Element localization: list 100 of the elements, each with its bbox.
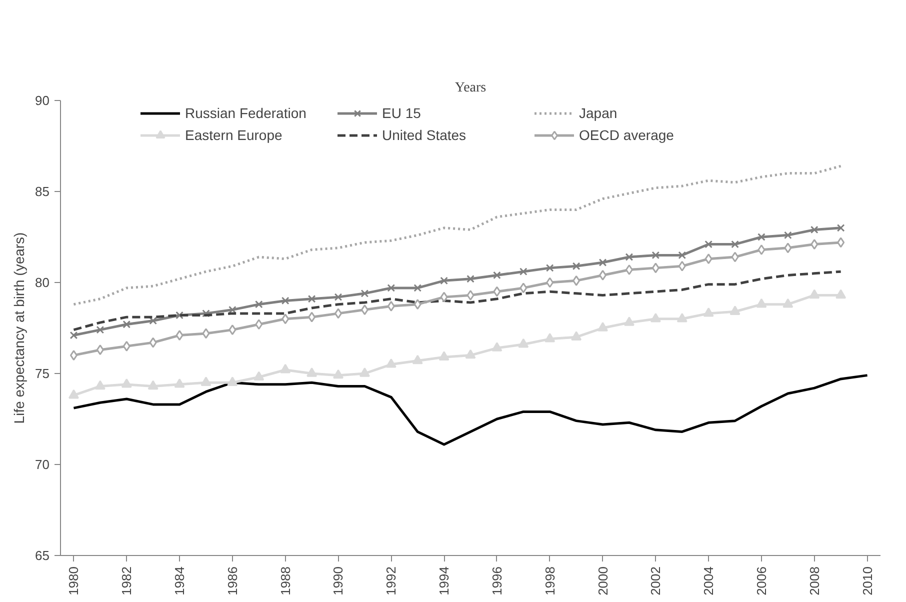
point <box>227 376 238 386</box>
point <box>96 326 104 334</box>
point <box>202 328 210 339</box>
point <box>518 338 529 348</box>
point <box>121 378 132 388</box>
legend-label: OECD average <box>579 127 675 143</box>
point <box>546 264 554 272</box>
point <box>544 332 556 342</box>
point <box>731 252 739 262</box>
legend-label: United States <box>382 127 468 143</box>
point <box>704 240 712 248</box>
legend-label: Eastern Europe <box>185 127 284 143</box>
point <box>572 275 580 286</box>
point <box>306 368 318 377</box>
x-tick-label: 1992 <box>384 566 399 596</box>
x-tick-label: 2010 <box>860 566 875 596</box>
point <box>440 276 448 285</box>
point <box>492 342 502 352</box>
point <box>414 284 422 292</box>
x-tick-label: 1984 <box>172 566 188 596</box>
point <box>148 380 158 390</box>
point <box>334 293 342 301</box>
y-tick-label: 80 <box>35 275 50 290</box>
point <box>332 369 344 379</box>
point <box>174 378 185 388</box>
x-tick-label: 2006 <box>754 566 769 596</box>
point <box>784 242 792 254</box>
point <box>308 312 316 322</box>
y-tick-label: 75 <box>35 366 50 381</box>
point <box>122 320 131 328</box>
point <box>334 308 342 319</box>
point <box>520 282 528 294</box>
point <box>387 284 396 292</box>
point <box>282 314 290 324</box>
point <box>360 304 368 316</box>
point <box>810 226 818 234</box>
point <box>758 233 766 241</box>
x-tick-label: 1982 <box>119 566 134 596</box>
point <box>546 277 554 288</box>
point <box>94 380 106 390</box>
point <box>599 270 607 280</box>
point <box>836 224 845 232</box>
point <box>493 271 501 280</box>
point <box>387 300 395 312</box>
point <box>756 298 767 308</box>
point <box>176 311 184 320</box>
point <box>731 240 739 248</box>
point <box>281 296 290 305</box>
point <box>836 289 846 299</box>
legend-label: Japan <box>579 105 618 121</box>
y-tick-label: 90 <box>35 93 50 108</box>
point <box>122 340 130 352</box>
x-tick-label: 1990 <box>330 566 346 596</box>
x-tick-label: 1994 <box>436 566 452 596</box>
point <box>359 368 370 377</box>
point <box>149 337 157 348</box>
point <box>625 253 634 261</box>
point <box>414 299 422 310</box>
point <box>254 371 264 380</box>
point <box>228 324 236 336</box>
point <box>625 264 633 276</box>
point <box>493 286 501 297</box>
point <box>254 300 263 308</box>
point <box>703 307 714 317</box>
point <box>784 231 792 240</box>
point <box>440 292 448 302</box>
point <box>386 358 396 368</box>
point <box>70 350 78 361</box>
point <box>650 312 661 322</box>
point <box>571 331 582 340</box>
y-axis-title: Life expectancy at birth (years) <box>11 232 28 424</box>
legend-label: EU 15 <box>382 105 422 121</box>
x-tick-label: 1988 <box>278 566 293 596</box>
point <box>308 294 316 303</box>
point <box>624 316 634 326</box>
y-tick-label: 85 <box>35 184 50 199</box>
x-tick-label: 2008 <box>806 566 822 596</box>
x-tick-label: 2002 <box>648 566 664 596</box>
point <box>466 290 474 300</box>
point <box>70 331 78 340</box>
point <box>809 289 820 299</box>
point <box>96 344 104 356</box>
point <box>412 354 423 364</box>
x-tick-label: 1996 <box>489 566 504 596</box>
line-series <box>72 374 869 446</box>
line-series <box>72 270 842 332</box>
point <box>202 310 210 318</box>
point <box>704 254 712 264</box>
point <box>465 349 476 359</box>
point <box>466 274 474 283</box>
x-tick-label: 2000 <box>595 566 610 596</box>
point <box>730 306 740 315</box>
point <box>572 262 580 270</box>
point <box>837 237 845 248</box>
point <box>676 312 688 322</box>
y-tick-label: 70 <box>35 457 50 472</box>
point <box>598 258 607 266</box>
x-tick-label: 1998 <box>542 566 558 596</box>
point <box>652 262 660 274</box>
point <box>149 316 158 325</box>
